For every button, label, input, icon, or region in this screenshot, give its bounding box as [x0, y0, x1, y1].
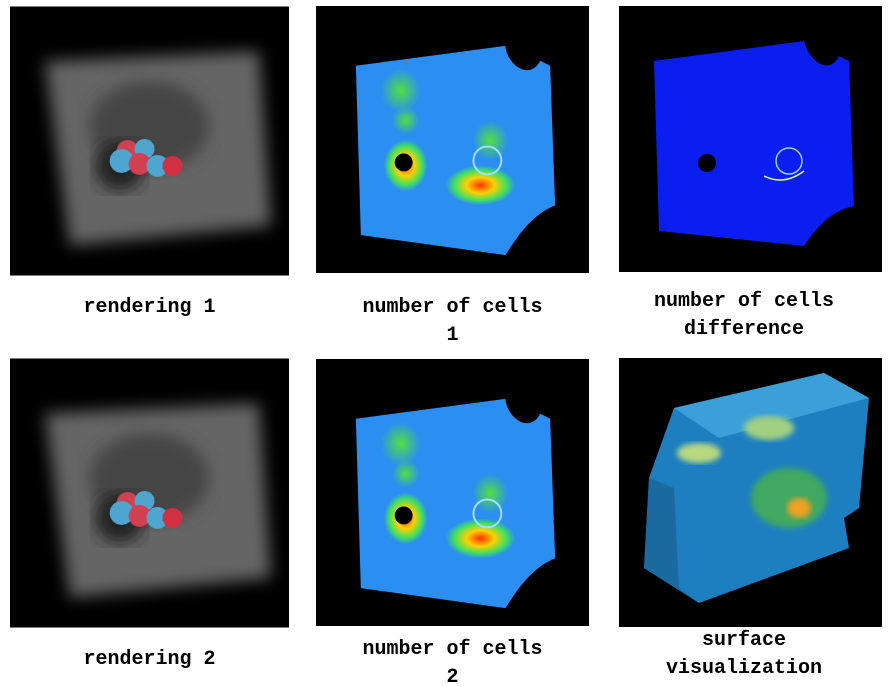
- caption-line: visualization: [604, 655, 884, 683]
- caption-line: difference: [604, 316, 884, 344]
- rendering-image: [10, 358, 289, 628]
- caption-line: 2: [306, 664, 599, 687]
- caption-line: number of cells: [306, 636, 599, 664]
- surface-image: [619, 358, 882, 627]
- cells-image: [316, 6, 589, 273]
- caption-line: 1: [306, 322, 599, 350]
- caption-line: rendering 2: [10, 646, 289, 674]
- caption-line: rendering 1: [10, 294, 289, 322]
- caption-line: surface: [604, 627, 884, 655]
- caption: rendering 1: [10, 294, 289, 322]
- rendering-image: [10, 6, 289, 276]
- difference-image: [619, 6, 882, 272]
- caption-line: number of cells: [604, 288, 884, 316]
- caption: rendering 2: [10, 646, 289, 674]
- caption-line: number of cells: [306, 294, 599, 322]
- figure: rendering 1 number of cells1 number of c…: [0, 0, 889, 687]
- cells-image: [316, 358, 589, 627]
